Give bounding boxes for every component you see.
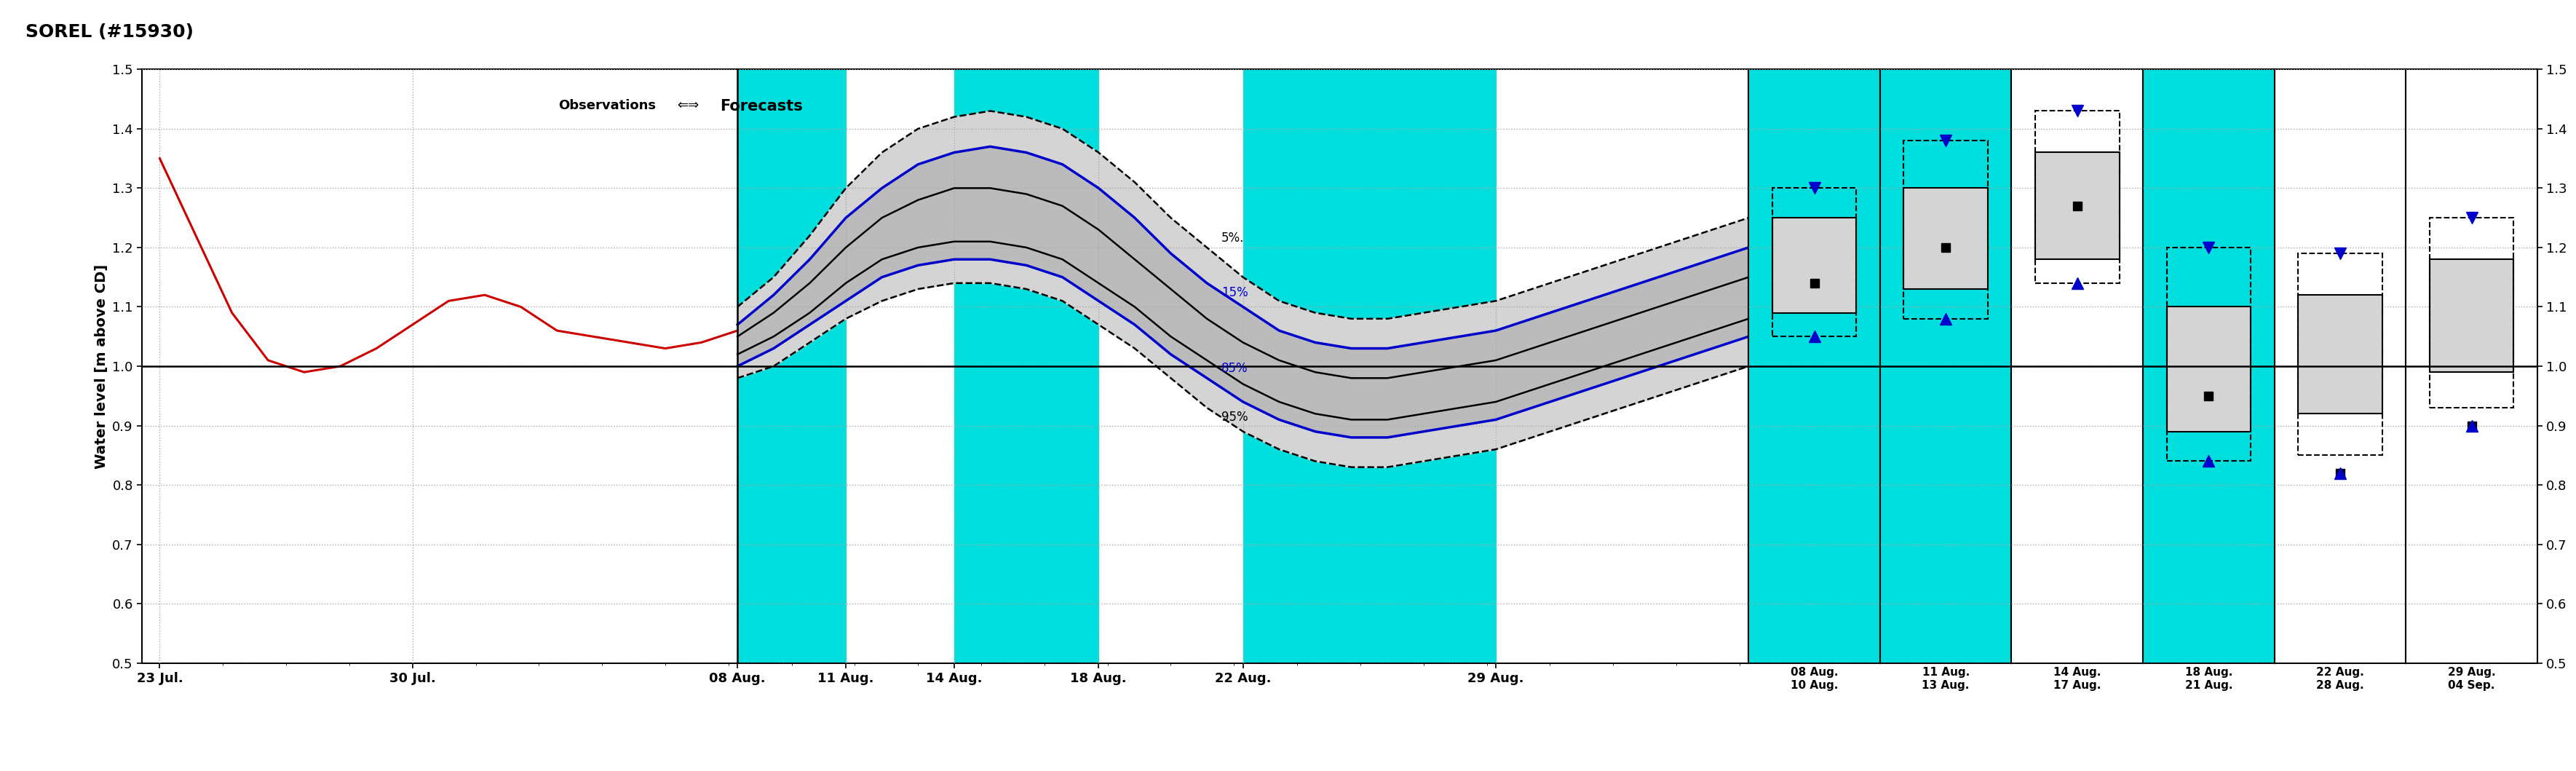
Text: 85%: 85%: [1221, 362, 1247, 375]
Text: 95%: 95%: [1221, 411, 1247, 424]
X-axis label: 14 Aug.
17 Aug.: 14 Aug. 17 Aug.: [2053, 667, 2102, 691]
Y-axis label: Water level [m above CD]: Water level [m above CD]: [95, 264, 108, 469]
X-axis label: 18 Aug.
21 Aug.: 18 Aug. 21 Aug.: [2184, 667, 2233, 691]
Bar: [953, 69, 1097, 663]
Text: ⇐⇒: ⇐⇒: [677, 99, 698, 112]
FancyBboxPatch shape: [2298, 295, 2383, 414]
Text: SOREL (#15930): SOREL (#15930): [26, 23, 193, 41]
Text: Forecasts: Forecasts: [721, 99, 804, 113]
Text: 5%.: 5%.: [1221, 231, 1244, 244]
X-axis label: 08 Aug.
10 Aug.: 08 Aug. 10 Aug.: [1790, 667, 1839, 691]
X-axis label: 29 Aug.
04 Sep.: 29 Aug. 04 Sep.: [2447, 667, 2496, 691]
Bar: [737, 69, 845, 663]
Text: 15%: 15%: [1221, 286, 1249, 299]
FancyBboxPatch shape: [1904, 188, 1989, 289]
X-axis label: 11 Aug.
13 Aug.: 11 Aug. 13 Aug.: [1922, 667, 1971, 691]
Text: Observations: Observations: [559, 99, 657, 112]
FancyBboxPatch shape: [2429, 259, 2514, 372]
Bar: [1244, 69, 1497, 663]
FancyBboxPatch shape: [2166, 307, 2251, 432]
FancyBboxPatch shape: [1772, 217, 1857, 313]
X-axis label: 22 Aug.
28 Aug.: 22 Aug. 28 Aug.: [2316, 667, 2365, 691]
FancyBboxPatch shape: [2035, 153, 2120, 259]
